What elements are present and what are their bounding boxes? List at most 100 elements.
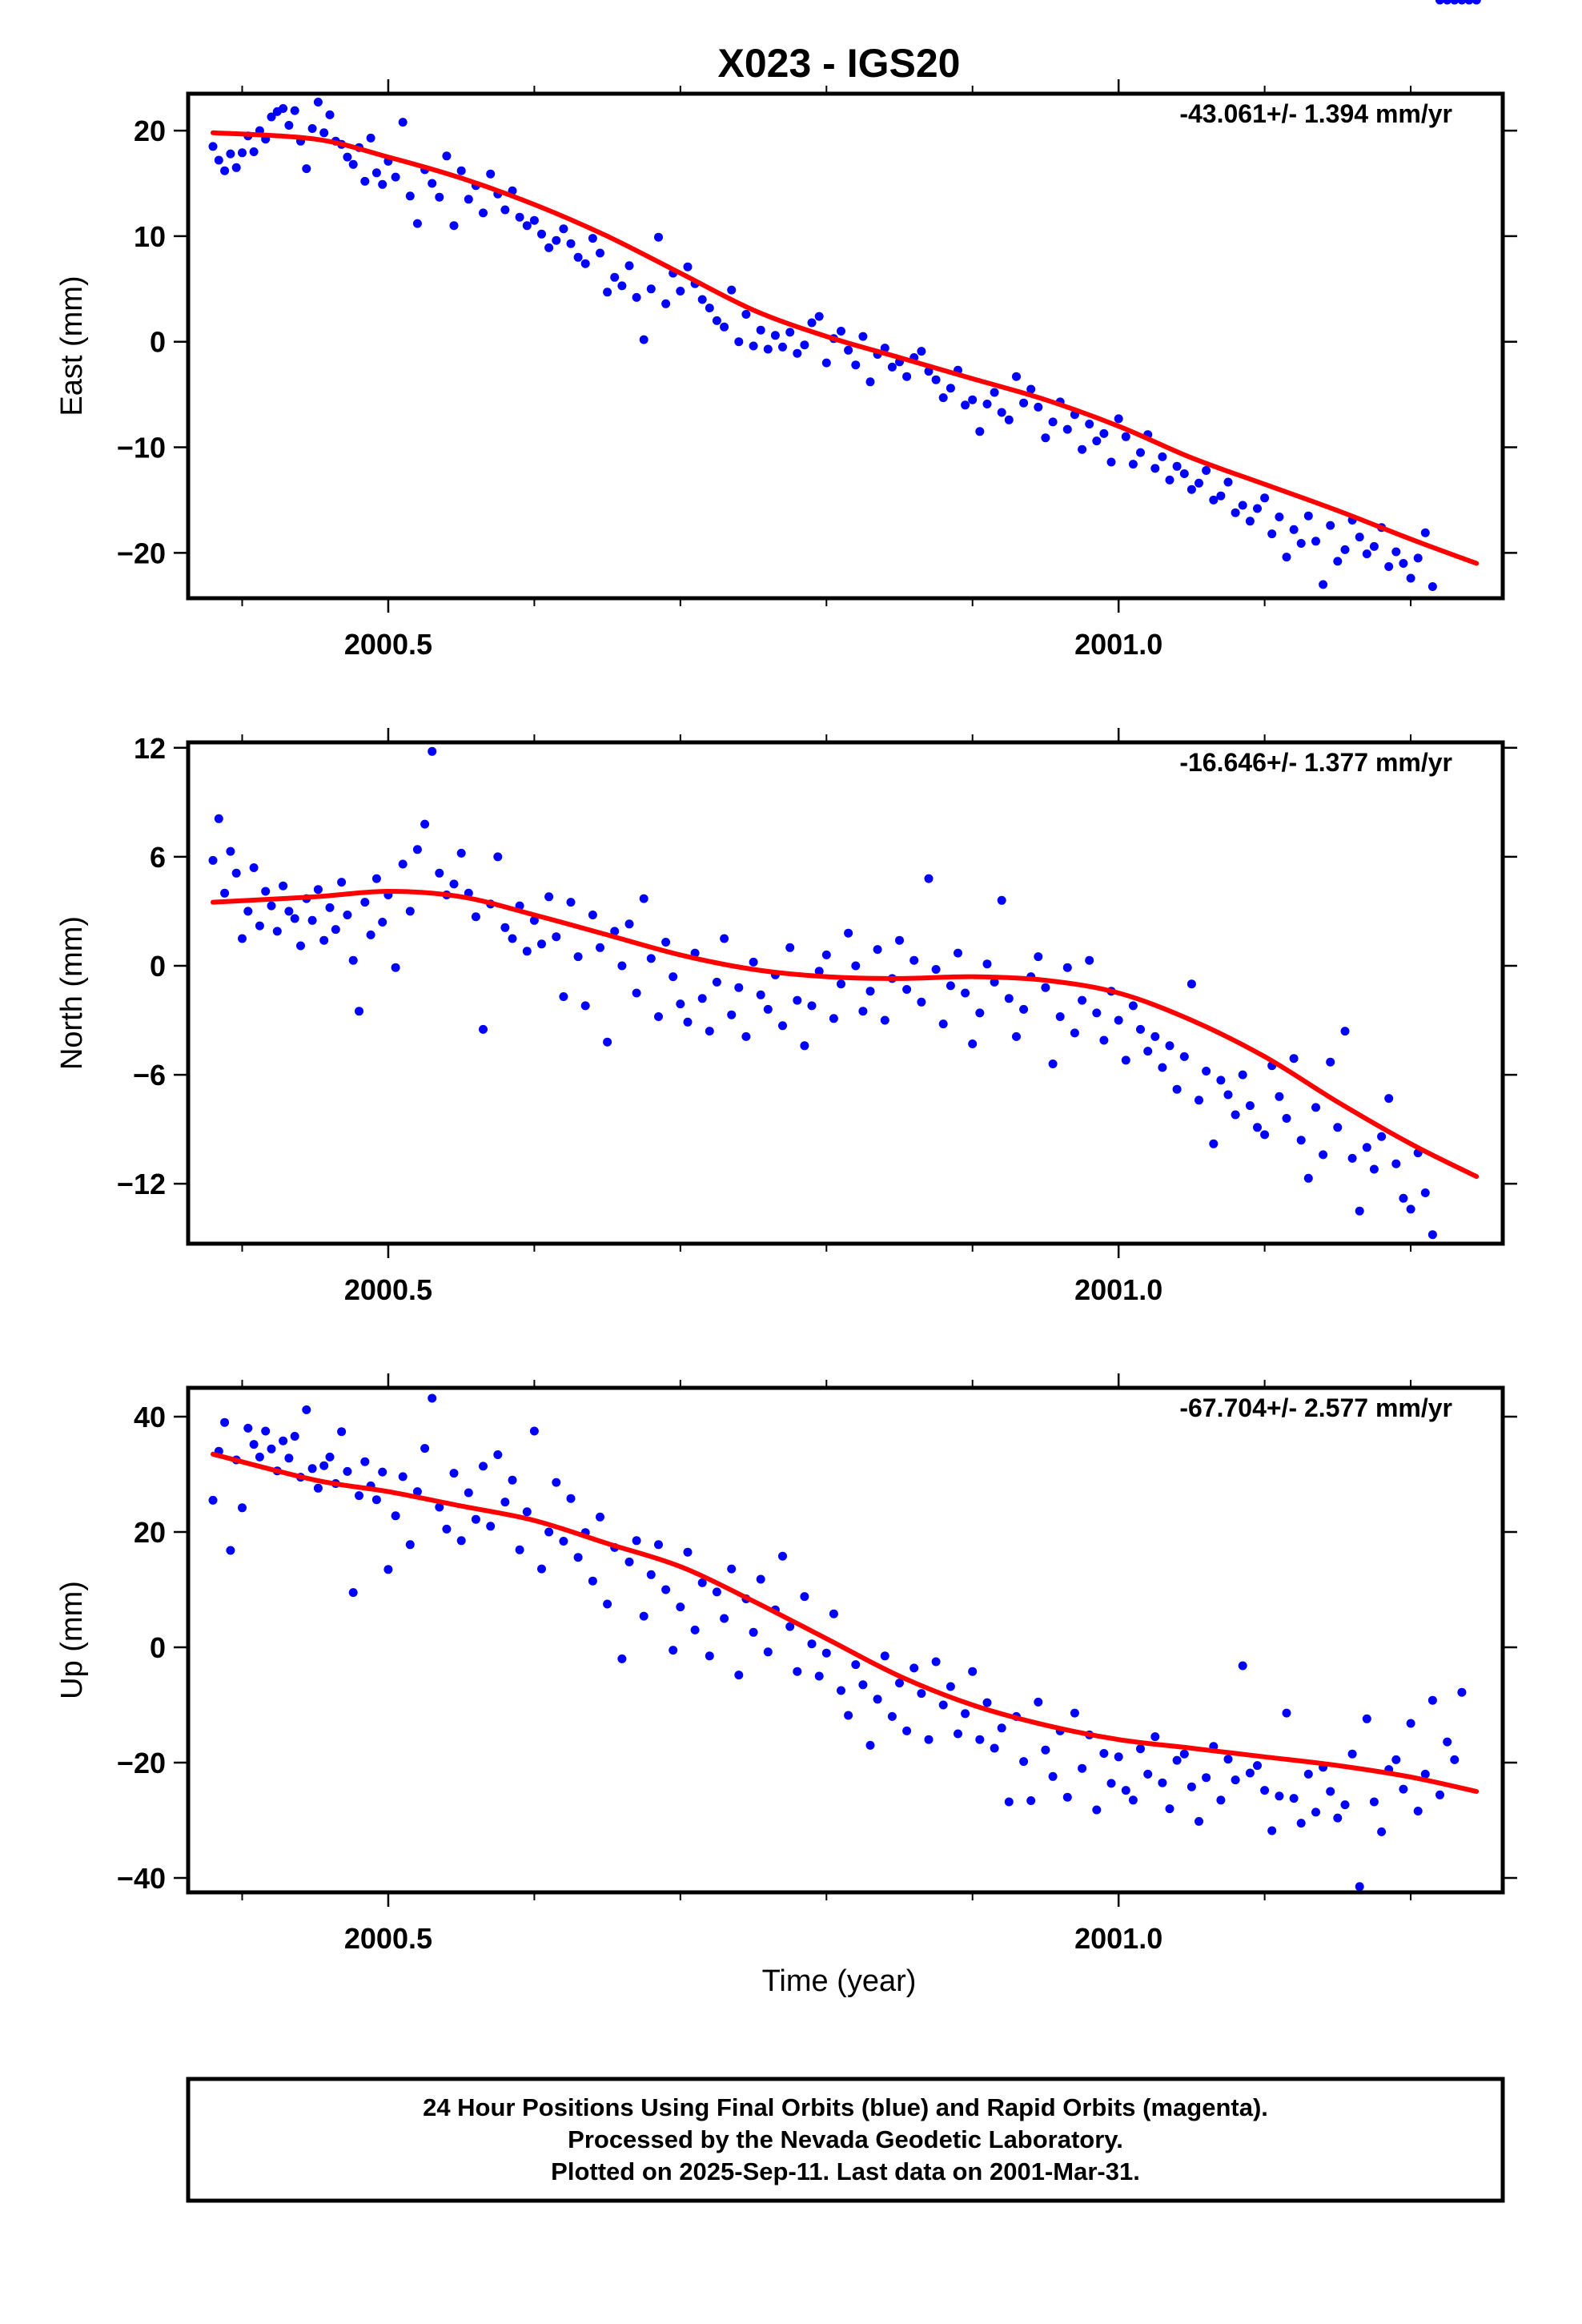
data-point [895,935,904,945]
x-tick-label: 2000.5 [344,628,432,661]
data-point [1223,1090,1233,1100]
data-point [1391,1159,1401,1168]
data-point [486,169,496,179]
data-point [1427,1230,1437,1240]
data-point [337,878,347,887]
data-point [1062,424,1072,434]
y-tick-label: 20 [134,1516,166,1549]
data-point [1399,1193,1408,1203]
data-point [1004,1797,1014,1807]
data-point [544,1527,554,1537]
data-point [348,159,358,169]
data-point [255,1452,264,1462]
data-point [851,360,861,370]
data-point [398,118,408,127]
data-point [319,128,329,138]
fit-line [211,1451,1480,1794]
data-point [1099,1749,1109,1758]
data-point [307,124,317,133]
data-point [669,1646,678,1655]
data-point [858,1007,868,1016]
data-point [428,746,437,756]
data-point [603,1037,612,1047]
data-point [1260,493,1270,503]
data-point [378,918,387,927]
data-point [676,287,685,296]
data-point [1195,1096,1203,1105]
data-point [1209,1139,1219,1148]
data-point [325,110,335,119]
data-point [990,977,999,987]
data-point [712,316,721,325]
data-point [654,1012,663,1021]
data-point [654,1540,663,1550]
data-point [1092,1008,1102,1018]
data-point [617,961,627,971]
data-points [208,0,1481,1240]
data-point [727,285,737,295]
data-point [1347,1749,1357,1759]
data-point [1282,553,1291,562]
data-point [331,925,340,935]
data-point [1231,1110,1240,1120]
data-point [1326,1057,1335,1067]
data-point [931,375,941,384]
data-point [1420,1769,1430,1779]
data-point [661,299,671,308]
data-point [1413,553,1423,563]
data-point [1165,475,1174,485]
y-tick-label: 40 [134,1401,166,1433]
data-point [360,1457,370,1466]
data-point [1369,1797,1379,1807]
data-point [1202,1773,1211,1783]
x-tick-label: 2001.0 [1074,1922,1162,1955]
data-point [1099,428,1109,438]
data-point [683,262,693,271]
data-point [573,252,583,262]
data-point [580,1001,590,1011]
data-point [1377,1827,1387,1836]
data-point [1158,1778,1167,1787]
data-point [1296,539,1306,548]
data-point [1209,495,1219,505]
data-point [559,224,568,234]
data-point [464,1488,473,1498]
data-point [456,848,466,858]
data-point [1070,1028,1079,1038]
plot-frame [186,740,1505,1246]
data-point [1034,952,1043,962]
data-point [1019,1004,1029,1014]
data-point [720,1614,729,1623]
data-point [1136,1024,1145,1034]
data-point [529,1426,539,1436]
y-tick-label: 12 [134,732,166,765]
data-point [763,344,773,354]
data-point [537,1564,546,1574]
data-point [712,977,721,987]
y-axis-label: North (mm) [55,916,89,1070]
data-point [1121,1786,1130,1795]
data-point [1260,1130,1270,1140]
data-point [1231,1775,1240,1785]
data-point [420,1444,430,1454]
data-point [214,155,223,165]
y-axis-label: East (mm) [55,275,89,416]
data-point [319,935,329,945]
data-point [931,1657,941,1667]
data-point [296,941,305,951]
data-point [683,1547,693,1557]
data-point [325,1452,335,1462]
data-point [1128,460,1138,469]
data-points [208,0,1481,591]
data-point [1303,1173,1313,1183]
data-point [1179,1749,1189,1759]
data-point [371,168,381,178]
data-point [785,1622,795,1631]
x-tick-label: 2000.5 [344,1922,432,1955]
data-point [829,1609,838,1618]
rate-label: -16.646+/- 1.377 mm/yr [1179,748,1452,777]
data-point [1355,533,1364,542]
data-point [500,923,510,932]
data-point [267,901,276,911]
data-point [1048,1771,1058,1781]
